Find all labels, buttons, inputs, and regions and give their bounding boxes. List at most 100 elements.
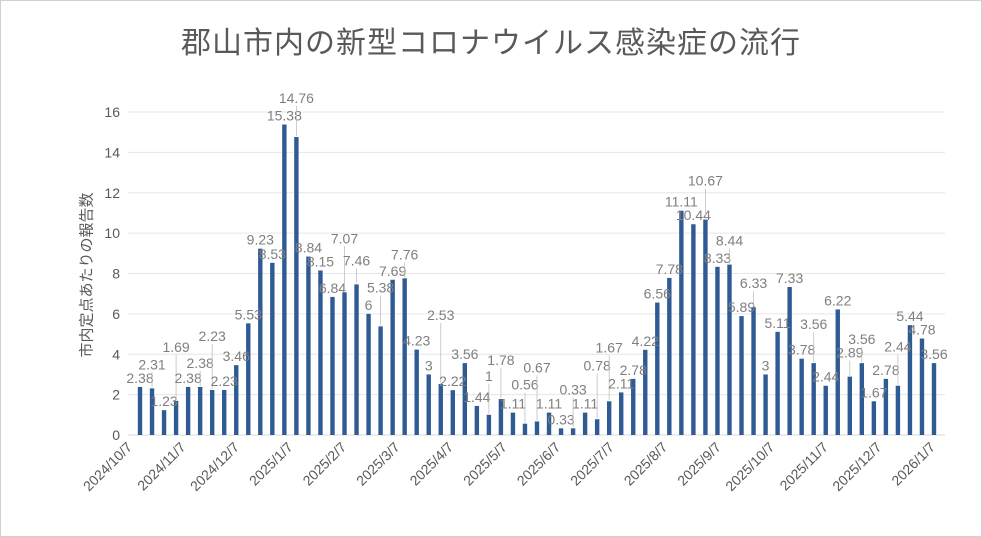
bar xyxy=(209,389,215,435)
bar xyxy=(426,374,431,435)
bar xyxy=(859,363,865,435)
bar xyxy=(546,412,552,435)
bar xyxy=(739,316,744,435)
data-label: 2.53 xyxy=(427,307,454,323)
bar xyxy=(931,363,937,435)
bar xyxy=(582,412,588,435)
bar xyxy=(197,386,203,435)
data-label: 5.53 xyxy=(235,306,262,322)
data-label: 6.33 xyxy=(740,275,767,291)
data-label: 6.22 xyxy=(824,292,851,308)
data-label: 5.11 xyxy=(764,315,790,331)
bar xyxy=(907,325,913,435)
bar xyxy=(667,277,672,435)
x-tick-label: 2025/10/7 xyxy=(722,439,778,495)
y-tick-label: 8 xyxy=(112,266,120,282)
bar xyxy=(378,326,383,435)
data-label: 8.84 xyxy=(295,240,322,256)
x-tick-label: 2026/1/7 xyxy=(888,439,938,489)
data-label: 3.56 xyxy=(920,346,947,362)
data-label: 7.33 xyxy=(776,270,803,286)
data-label: 1.11 xyxy=(572,396,598,412)
data-label: 6.56 xyxy=(644,286,671,302)
data-label: 10.67 xyxy=(688,173,723,189)
bar xyxy=(679,210,684,435)
data-label: 14.76 xyxy=(279,90,314,106)
bar xyxy=(727,264,732,435)
data-label: 15.38 xyxy=(267,108,302,124)
data-label: 4.23 xyxy=(403,333,430,349)
bar xyxy=(835,309,840,435)
data-label: 8.53 xyxy=(259,246,286,262)
bar xyxy=(510,412,516,435)
bar xyxy=(450,390,455,435)
bar xyxy=(270,262,275,435)
bar xyxy=(787,287,792,435)
data-label: 6.84 xyxy=(319,280,346,296)
data-label: 2.44 xyxy=(884,339,911,355)
data-label: 3.46 xyxy=(223,348,250,364)
data-label: 3 xyxy=(762,357,770,373)
bar xyxy=(883,378,889,435)
y-tick-label: 10 xyxy=(104,225,120,241)
y-tick-label: 4 xyxy=(112,346,120,362)
data-label: 2.38 xyxy=(126,370,153,386)
bar xyxy=(847,376,852,435)
data-label: 4.22 xyxy=(632,333,659,349)
x-tick-label: 2025/4/7 xyxy=(406,439,456,489)
data-label: 8.33 xyxy=(704,250,731,266)
data-label: 7.69 xyxy=(379,263,406,279)
data-label: 1.67 xyxy=(860,384,887,400)
data-label: 2.44 xyxy=(812,369,839,385)
data-label: 2.22 xyxy=(439,373,466,389)
data-label: 2.38 xyxy=(174,370,201,386)
data-label: 11.11 xyxy=(665,194,698,210)
bar xyxy=(438,383,443,435)
data-label: 2.78 xyxy=(620,362,647,378)
x-tick-label: 2025/1/7 xyxy=(246,439,296,489)
data-label: 2.23 xyxy=(211,373,238,389)
x-tick-label: 2025/8/7 xyxy=(621,439,671,489)
bar xyxy=(366,313,371,435)
data-label: 1.11 xyxy=(500,396,526,412)
data-label: 4.78 xyxy=(908,322,935,338)
data-label: 1.44 xyxy=(463,389,490,405)
data-label: 8.44 xyxy=(716,233,743,249)
data-label: 9.23 xyxy=(247,232,274,248)
data-label: 2.11 xyxy=(608,375,634,391)
bar xyxy=(282,124,287,436)
data-label: 2.23 xyxy=(199,328,226,344)
data-label: 10.44 xyxy=(676,207,711,223)
bar xyxy=(246,323,251,435)
x-tick-label: 2024/10/7 xyxy=(80,439,136,495)
y-tick-label: 6 xyxy=(112,306,120,322)
data-label: 3.78 xyxy=(788,342,815,358)
bar xyxy=(895,385,901,435)
bar xyxy=(137,386,143,435)
x-tick-label: 2025/5/7 xyxy=(460,439,510,489)
bar xyxy=(919,338,925,435)
data-label: 2.89 xyxy=(836,345,863,361)
bar xyxy=(486,414,492,435)
data-label: 1.11 xyxy=(536,396,562,412)
bar xyxy=(390,279,395,435)
bar xyxy=(414,349,419,435)
bar xyxy=(715,266,720,435)
bar xyxy=(558,428,564,435)
bar xyxy=(342,292,347,435)
data-label: 2.78 xyxy=(872,362,899,378)
bar xyxy=(534,421,540,435)
bar xyxy=(823,385,828,435)
x-tick-label: 2024/12/7 xyxy=(187,439,243,495)
x-tick-label: 2025/6/7 xyxy=(514,439,564,489)
bar xyxy=(643,349,648,435)
bar xyxy=(462,363,468,435)
data-label: 1.78 xyxy=(487,352,514,368)
data-label: 5.38 xyxy=(367,279,394,295)
data-label: 2.38 xyxy=(187,355,214,371)
data-label: 8.15 xyxy=(307,253,334,269)
bar xyxy=(330,296,335,435)
y-tick-label: 12 xyxy=(104,185,120,201)
bar xyxy=(258,248,263,435)
